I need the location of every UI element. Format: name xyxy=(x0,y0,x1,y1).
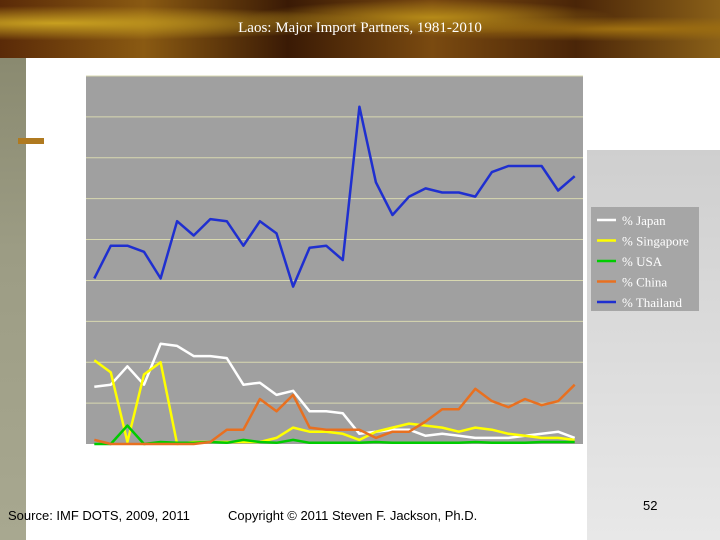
x-tick-label: 1983 xyxy=(114,452,139,480)
source-note: Source: IMF DOTS, 2009, 2011 xyxy=(8,508,190,523)
x-tick-label: 1999 xyxy=(379,452,404,480)
y-tick-label: 20% xyxy=(54,355,78,370)
legend-label: % Japan xyxy=(622,213,666,228)
y-tick-label: 40% xyxy=(54,273,78,288)
x-tick-label: 1993 xyxy=(279,452,304,480)
plot-area xyxy=(86,76,583,444)
legend xyxy=(591,207,699,311)
title-banner xyxy=(0,0,720,58)
x-tick-label: 1991 xyxy=(246,452,271,480)
legend-label: % USA xyxy=(622,254,663,269)
series-line-thailand xyxy=(93,105,576,288)
y-tick-label: 0% xyxy=(61,437,79,452)
x-tick-label: 2007 xyxy=(511,452,536,480)
y-tick-label: 80% xyxy=(54,110,78,125)
y-tick-label: 70% xyxy=(54,151,78,166)
series-line-japan xyxy=(94,342,576,440)
x-tick-label: 1997 xyxy=(346,452,371,480)
x-tick-label: 1987 xyxy=(180,452,205,480)
series-line-usa xyxy=(94,424,575,446)
x-tick-label: 2001 xyxy=(412,452,437,480)
y-tick-label: 30% xyxy=(54,314,78,329)
x-tick-label: 2005 xyxy=(478,452,503,480)
legend-label: % China xyxy=(622,275,667,290)
series-line-singapore xyxy=(93,359,575,446)
x-tick-label: 1989 xyxy=(213,452,238,480)
left-decor-stripe xyxy=(18,138,44,144)
chart-title: Laos: Major Import Partners, 1981-2010 xyxy=(238,20,482,36)
y-tick-label: 50% xyxy=(54,233,78,248)
x-tick-label: 2009 xyxy=(544,452,569,480)
x-tick-label: 1985 xyxy=(147,452,172,480)
y-axis-label: % total exports xyxy=(30,223,44,296)
copyright-note: Copyright © 2011 Steven F. Jackson, Ph.D… xyxy=(228,508,478,523)
y-tick-label: 10% xyxy=(54,396,78,411)
x-tick-label: 1981 xyxy=(81,452,106,480)
series-line-china xyxy=(93,383,576,446)
x-tick-label: 2003 xyxy=(445,452,470,480)
page-number: 52 xyxy=(643,498,658,513)
y-tick-label: 60% xyxy=(54,192,78,207)
legend-label: % Thailand xyxy=(622,295,683,310)
y-tick-label: 90% xyxy=(54,69,78,84)
legend-label: % Singapore xyxy=(622,234,689,249)
x-tick-label: 1995 xyxy=(312,452,337,480)
